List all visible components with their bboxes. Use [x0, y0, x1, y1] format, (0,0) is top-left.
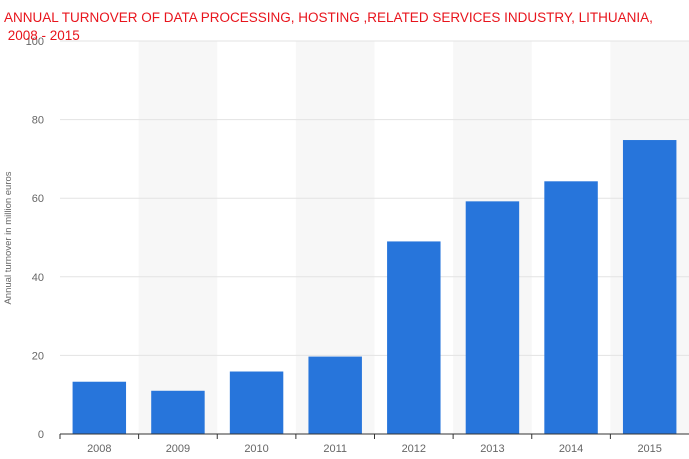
bar-2013[interactable]: [465, 201, 520, 434]
x-tick-label: 2009: [166, 443, 190, 455]
bar-2014[interactable]: [544, 181, 598, 434]
y-tick-label: 40: [32, 272, 44, 284]
y-tick-label: 20: [32, 350, 44, 362]
bar-series: [72, 140, 677, 434]
chart-title-line-1: ANNUAL TURNOVER OF DATA PROCESSING, HOST…: [4, 10, 653, 25]
column-band: [138, 41, 218, 434]
x-tick-label: 2011: [323, 443, 347, 455]
x-tick-label: 2010: [244, 443, 268, 455]
bar-2015[interactable]: [622, 140, 677, 434]
y-tick-label: 100: [26, 36, 44, 48]
y-tick-label: 80: [32, 115, 44, 127]
bar-2010[interactable]: [229, 371, 284, 434]
x-tick-label: 2013: [480, 443, 504, 455]
y-axis-ticks: 0 20 40 60 80 100: [26, 36, 44, 441]
y-tick-label: 60: [32, 193, 44, 205]
x-tick-label: 2008: [87, 443, 111, 455]
y-tick-label: 0: [38, 429, 44, 441]
y-axis-label: Annual turnover in million euros: [3, 171, 14, 304]
x-tick-label: 2015: [637, 443, 661, 455]
bar-2012[interactable]: [387, 241, 441, 434]
chart-title-line-2: 2008 - 2015: [4, 28, 80, 43]
x-tick-label: 2012: [402, 443, 426, 455]
bar-2009[interactable]: [151, 390, 205, 434]
x-tick-label: 2014: [559, 443, 583, 455]
bar-2008[interactable]: [72, 381, 127, 434]
bar-2011[interactable]: [308, 356, 362, 434]
x-axis-ticks: 2008 2009 2010 2011 2012 2013 2014 2015: [59, 434, 662, 455]
